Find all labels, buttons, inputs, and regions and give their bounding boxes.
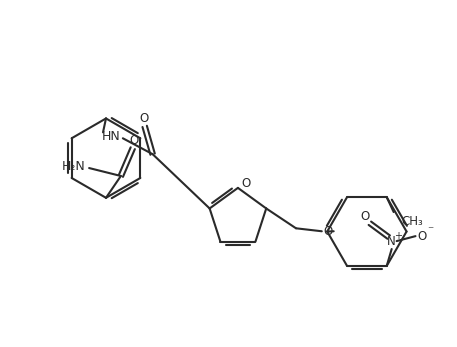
Text: CH₃: CH₃ (402, 215, 423, 228)
Text: O: O (418, 230, 427, 243)
Text: O: O (241, 177, 250, 191)
Text: +: + (393, 231, 402, 241)
Text: N: N (388, 235, 396, 248)
Text: H₂N: H₂N (61, 160, 85, 172)
Text: O: O (323, 225, 332, 238)
Text: HN: HN (101, 130, 120, 143)
Text: O: O (129, 134, 138, 147)
Text: O: O (139, 112, 149, 125)
Text: ⁻: ⁻ (427, 225, 434, 238)
Text: O: O (360, 210, 370, 223)
